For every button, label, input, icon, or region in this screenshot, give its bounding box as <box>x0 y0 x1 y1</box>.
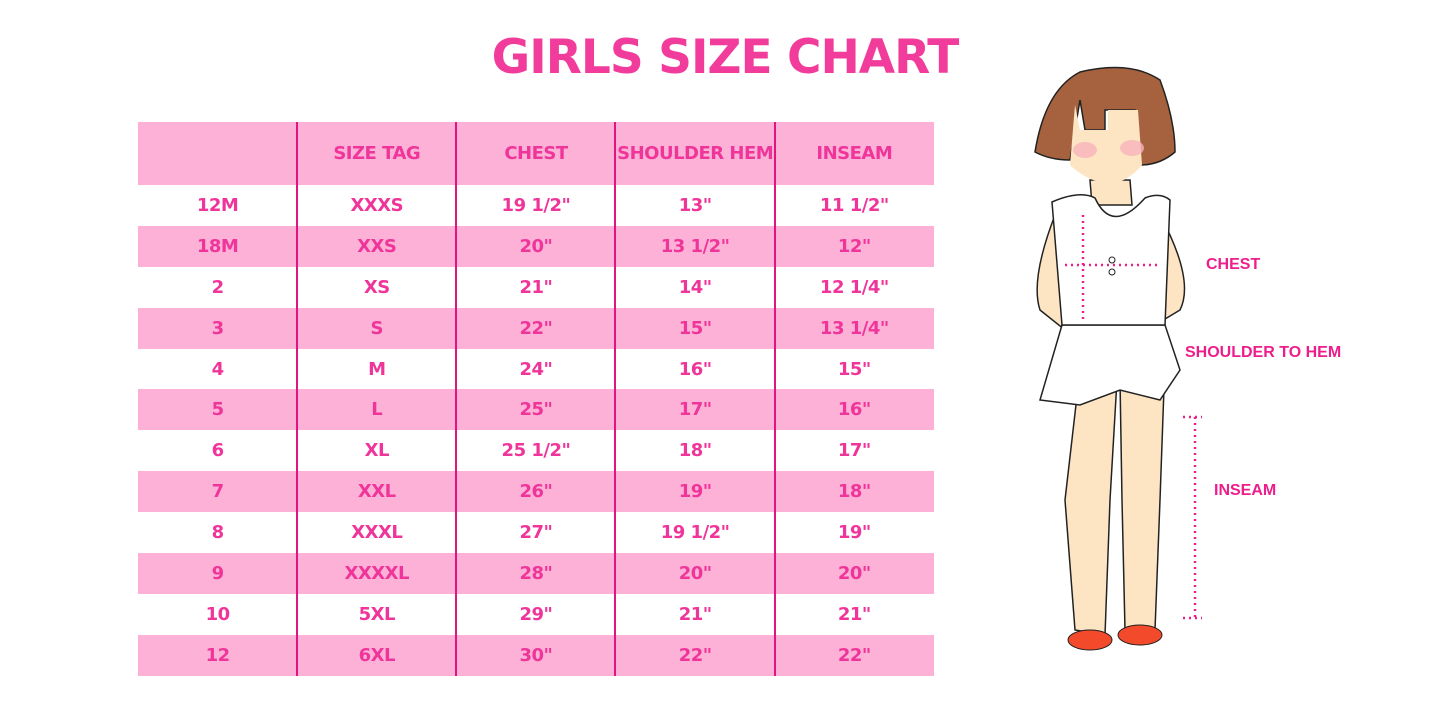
table-cell: 22" <box>678 644 712 666</box>
table-cell: 13 1/2" <box>660 235 730 257</box>
table-cell: XXXXL <box>344 562 410 584</box>
table-cell: 28" <box>519 562 553 584</box>
table-cell: 24" <box>519 358 553 380</box>
table-cell: 26" <box>519 481 553 503</box>
table-cell: 19" <box>678 481 712 503</box>
table-cell: 2 <box>211 276 225 298</box>
table-row: 5 L 25" 17" 16" <box>138 389 934 431</box>
table-header-row: SIZE TAG CHEST SHOULDER HEM INSEAM <box>138 122 934 185</box>
table-cell: 25" <box>519 399 553 421</box>
table-row: 12M XXXS 19 1/2" 13" 11 1/2" <box>138 185 934 226</box>
table-cell: 6 <box>211 440 225 462</box>
table-cell: 18" <box>678 440 712 462</box>
table-cell: 5 <box>211 399 225 421</box>
table-cell: 6XL <box>358 644 396 666</box>
girl-figure-icon <box>1034 66 1202 651</box>
table-cell: XXL <box>357 481 396 503</box>
table-cell: 7 <box>211 481 225 503</box>
table-row: 6 XL 25 1/2" 18" 17" <box>138 430 934 471</box>
page-title: GIRLS SIZE CHART <box>491 30 960 85</box>
column-divider <box>296 122 298 676</box>
table-cell: XXXS <box>350 194 404 216</box>
table-cell: 30" <box>519 644 553 666</box>
table-cell: 13 1/4" <box>819 317 889 339</box>
table-cell: M <box>368 358 386 380</box>
header-cell: SHOULDER HEM <box>617 143 774 164</box>
table-cell: 21" <box>519 276 553 298</box>
table-cell: 12" <box>837 235 871 257</box>
column-divider <box>614 122 616 676</box>
table-cell: 19 1/2" <box>660 522 730 544</box>
table-cell: 12 1/4" <box>819 276 889 298</box>
header-cell: SIZE TAG <box>333 143 421 164</box>
table-cell: 27" <box>519 522 553 544</box>
girl-measurement-illustration: CHEST SHOULDER TO HEM INSEAM <box>1020 60 1380 664</box>
table-cell: 19" <box>837 522 871 544</box>
table-row: 12 6XL 30" 22" 22" <box>138 634 934 676</box>
table-cell: 20" <box>519 235 553 257</box>
table-cell: 16" <box>837 399 871 421</box>
table-cell: 4 <box>211 358 225 380</box>
table-cell: 25 1/2" <box>501 440 571 462</box>
table-cell: 12M <box>196 194 239 216</box>
table-cell: 19 1/2" <box>501 194 571 216</box>
table-row: 9 XXXXL 28" 20" 20" <box>138 553 934 594</box>
table-cell: 29" <box>519 603 553 625</box>
table-cell: 21" <box>837 603 871 625</box>
column-divider <box>455 122 457 676</box>
column-divider <box>774 122 776 676</box>
table-cell: 15" <box>678 317 712 339</box>
table-cell: 5XL <box>358 603 396 625</box>
table-row: 8 XXXL 27" 19 1/2" 19" <box>138 512 934 553</box>
header-cell: INSEAM <box>816 143 893 164</box>
table-cell: 22" <box>837 644 871 666</box>
table-row: 18M XXS 20" 13 1/2" 12" <box>138 225 934 267</box>
inseam-label: INSEAM <box>1214 482 1277 499</box>
table-cell: XXS <box>357 235 397 257</box>
table-cell: XS <box>363 276 390 298</box>
table-cell: XXXL <box>351 522 403 544</box>
shoulder-to-hem-label: SHOULDER TO HEM <box>1185 344 1342 361</box>
size-table: SIZE TAG CHEST SHOULDER HEM INSEAM 12M XXXS 19… <box>138 122 934 676</box>
table-cell: 18M <box>196 235 239 257</box>
table-cell: 18" <box>837 481 871 503</box>
table-cell: 3 <box>211 317 225 339</box>
table-cell: 11 1/2" <box>819 194 889 216</box>
table-cell: 17" <box>837 440 871 462</box>
table-cell: 15" <box>837 358 871 380</box>
table-row: 2 XS 21" 14" 12 1/4" <box>138 267 934 308</box>
table-cell: 8 <box>211 522 225 544</box>
table-cell: 17" <box>678 399 712 421</box>
table-cell: S <box>370 317 384 339</box>
table-cell: 20" <box>678 562 712 584</box>
table-cell: 21" <box>678 603 712 625</box>
table-cell: 12 <box>205 644 231 666</box>
table-row: 10 5XL 29" 21" 21" <box>138 594 934 635</box>
table-cell: 20" <box>837 562 871 584</box>
table-cell: 9 <box>211 562 225 584</box>
table-cell: 10 <box>205 603 231 625</box>
table-cell: L <box>371 399 383 421</box>
table-cell: XL <box>364 440 390 462</box>
table-cell: 13" <box>678 194 712 216</box>
table-row: 3 S 22" 15" 13 1/4" <box>138 307 934 349</box>
chest-label: CHEST <box>1206 256 1261 273</box>
table-cell: 22" <box>519 317 553 339</box>
table-cell: 14" <box>678 276 712 298</box>
table-row: 7 XXL 26" 19" 18" <box>138 471 934 513</box>
table-cell: 16" <box>678 358 712 380</box>
table-row: 4 M 24" 16" 15" <box>138 349 934 390</box>
header-cell: CHEST <box>504 143 568 164</box>
